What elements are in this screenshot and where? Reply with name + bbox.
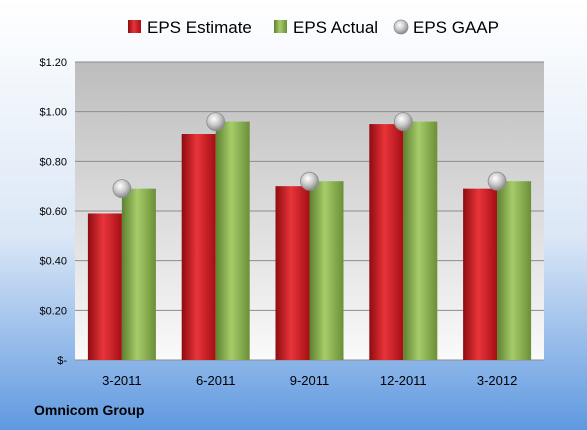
bar-eps-estimate bbox=[181, 134, 216, 360]
x-tick-label: 9-2011 bbox=[290, 373, 330, 388]
company-name: Omnicom Group bbox=[34, 402, 145, 418]
bar-eps-actual bbox=[403, 121, 438, 360]
legend-eps-actual-label: EPS Actual bbox=[293, 18, 378, 37]
legend-eps-actual-swatch bbox=[274, 20, 287, 33]
marker-eps-gaap bbox=[393, 112, 413, 131]
y-tick-label: $0.80 bbox=[39, 156, 67, 168]
bar-eps-estimate bbox=[369, 124, 404, 360]
x-tick-label: 12-2011 bbox=[380, 373, 427, 388]
bar-eps-estimate bbox=[87, 213, 122, 360]
y-tick-label: $1.20 bbox=[39, 57, 67, 69]
x-tick-label: 3-2012 bbox=[477, 373, 517, 388]
marker-eps-gaap bbox=[112, 179, 132, 199]
legend-eps-gaap-label: EPS GAAP bbox=[413, 18, 499, 37]
y-tick-label: $0.60 bbox=[39, 206, 67, 218]
legend-eps-gaap-swatch bbox=[393, 19, 409, 35]
bar-eps-actual bbox=[215, 121, 250, 360]
marker-eps-gaap bbox=[206, 112, 226, 131]
marker-eps-gaap bbox=[300, 171, 319, 191]
y-tick-label: $0.40 bbox=[39, 256, 67, 268]
bar-eps-actual bbox=[121, 188, 156, 360]
bar-eps-actual bbox=[497, 181, 532, 360]
y-tick-label: $- bbox=[57, 355, 67, 367]
y-tick-label: $1.00 bbox=[39, 107, 67, 119]
legend-eps-estimate-swatch bbox=[128, 20, 141, 33]
y-tick-label: $0.20 bbox=[39, 305, 67, 317]
bar-eps-estimate bbox=[275, 186, 310, 360]
bar-eps-estimate bbox=[463, 188, 498, 360]
legend-eps-estimate-label: EPS Estimate bbox=[147, 18, 252, 37]
x-tick-label: 6-2011 bbox=[196, 373, 236, 388]
bar-eps-actual bbox=[309, 181, 344, 360]
marker-eps-gaap bbox=[487, 171, 507, 191]
x-tick-label: 3-2011 bbox=[102, 373, 142, 388]
